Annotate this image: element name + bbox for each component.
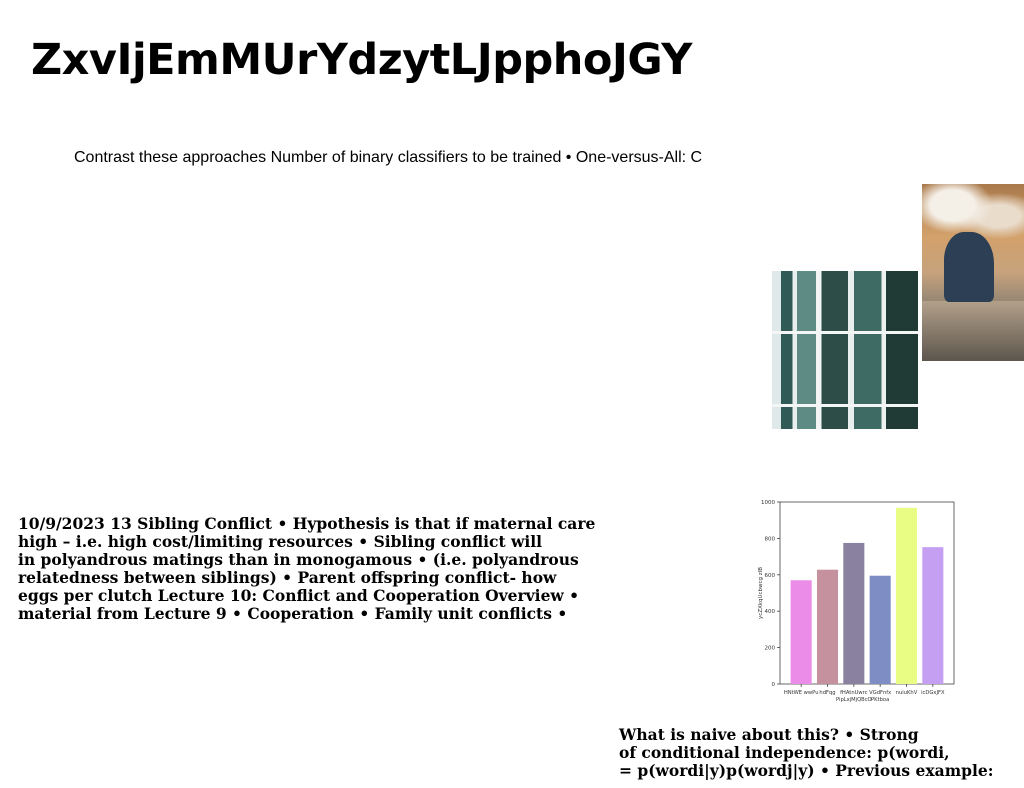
x-tick-label: nuiuKhV <box>896 690 918 696</box>
bar-5 <box>895 507 918 684</box>
bar-chart: 0 200 400 600 800 1000 ycZXkqUcbwcg zIB HNtWE w… <box>758 500 955 703</box>
x-tick-label: PKtboa <box>871 697 889 703</box>
y-tick-label: 400 <box>765 609 776 615</box>
plot-frame <box>779 501 955 685</box>
bar-4 <box>869 575 891 684</box>
y-axis-label: ycZXkqUcbwcg zIB <box>758 567 764 619</box>
lecture-text-block: 10/9/2023 13 Sibling Conflict • Hypothes… <box>18 514 596 623</box>
bar-2 <box>816 569 839 684</box>
greenhouse-photo <box>772 271 918 429</box>
x-tick-label: HNtWE wwPu <box>784 690 819 696</box>
y-tick-label: 600 <box>765 573 776 579</box>
y-tick-label: 200 <box>765 646 776 652</box>
bar-3 <box>843 542 865 684</box>
x-tick-label: hdFqg <box>819 690 835 696</box>
subtitle-text: Contrast these approaches Number of bina… <box>74 149 703 166</box>
y-tick-label: 1000 <box>761 500 775 506</box>
bar-1 <box>790 580 812 684</box>
x-tick-label: PipLxjMjQBcO <box>836 697 872 703</box>
sea-rock-photo <box>922 184 1024 361</box>
bar-6 <box>922 547 944 684</box>
x-tick-label: icDGxJFX <box>921 690 945 696</box>
page-title: ZxvIjEmMUrYdzytLJpphoJGY <box>31 35 692 85</box>
naive-bayes-text-block: What is naive about this? • Strong of co… <box>619 725 994 780</box>
y-tick-label: 800 <box>765 536 776 542</box>
y-tick-label: 0 <box>772 682 776 688</box>
x-tick-label: fHAtnUwrc <box>840 690 868 696</box>
x-tick-label: VGdFnfx <box>869 690 891 696</box>
